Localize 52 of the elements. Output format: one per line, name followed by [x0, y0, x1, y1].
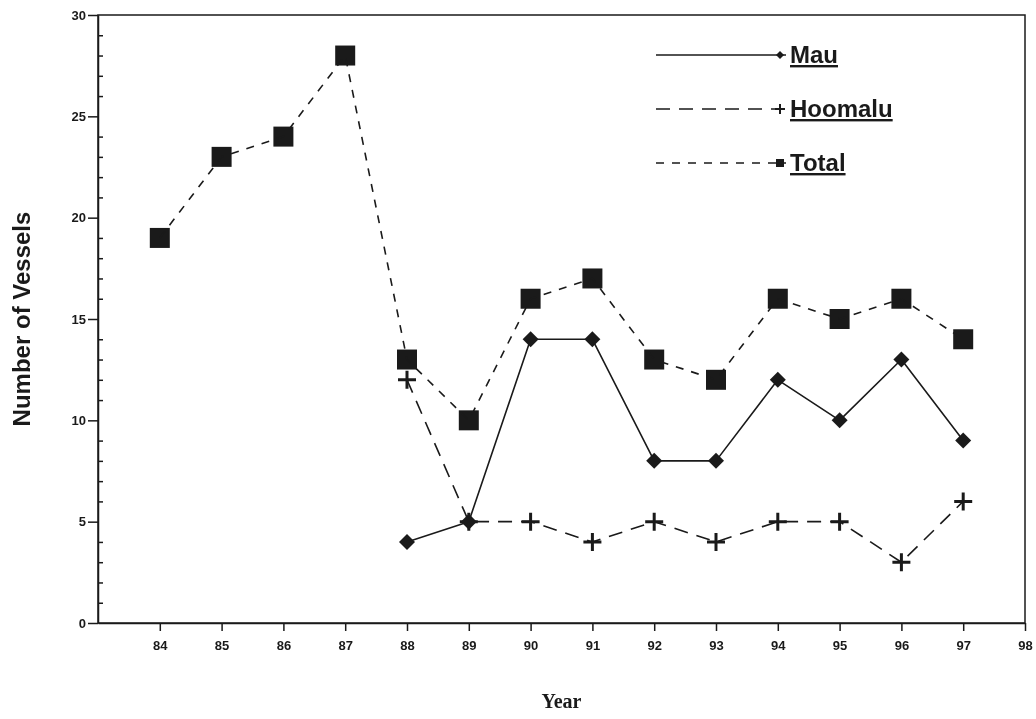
- point: [891, 288, 912, 309]
- y-axis-title: Number of Vessels: [8, 211, 35, 427]
- y-tick-label: 20: [71, 210, 86, 226]
- point: [458, 410, 479, 431]
- point: [520, 288, 541, 309]
- x-tick-label: 85: [214, 638, 230, 654]
- point: [767, 511, 789, 533]
- y-tick-label: 10: [71, 412, 86, 428]
- point: [582, 268, 603, 289]
- x-tick-label: 89: [462, 638, 477, 654]
- point: [953, 329, 974, 350]
- legend-label: Total: [790, 149, 846, 176]
- point: [829, 309, 850, 329]
- y-tick-label: 25: [71, 108, 86, 124]
- x-tick-label: 90: [523, 638, 539, 654]
- point: [273, 126, 294, 147]
- point: [890, 551, 912, 573]
- x-tick-label: 91: [585, 638, 601, 654]
- legend-label: Hoomalu: [790, 95, 893, 122]
- point: [396, 369, 418, 391]
- point: [399, 533, 415, 550]
- point: [955, 432, 972, 449]
- point: [952, 490, 974, 512]
- point: [705, 531, 727, 553]
- x-tick-label: 92: [647, 638, 662, 654]
- y-tick-label: 15: [71, 311, 86, 327]
- legend-label: Mau: [790, 41, 838, 68]
- x-tick-label: 96: [894, 638, 910, 654]
- x-tick-label: 94: [771, 638, 787, 654]
- y-tick-label: 30: [71, 7, 86, 23]
- x-tick-label: 88: [400, 638, 415, 654]
- point: [211, 146, 232, 167]
- point: [829, 511, 851, 533]
- point: [335, 45, 356, 66]
- point: [520, 511, 542, 533]
- point: [706, 369, 726, 390]
- x-tick-label: 84: [153, 638, 169, 654]
- point: [397, 349, 417, 370]
- y-tick-label: 0: [78, 615, 86, 631]
- x-tick-label: 95: [832, 638, 848, 654]
- x-tick-label: 97: [956, 638, 971, 654]
- point: [581, 531, 603, 553]
- point: [767, 288, 788, 309]
- point: [149, 227, 170, 248]
- x-tick-label: 87: [338, 638, 353, 654]
- point: [644, 349, 665, 370]
- x-axis-title: Year: [541, 690, 582, 712]
- point: [643, 511, 665, 533]
- x-tick-label: 86: [276, 638, 292, 654]
- y-tick-label: 5: [78, 514, 86, 530]
- x-tick-label: 98: [1018, 638, 1033, 654]
- x-tick-label: 93: [709, 638, 724, 654]
